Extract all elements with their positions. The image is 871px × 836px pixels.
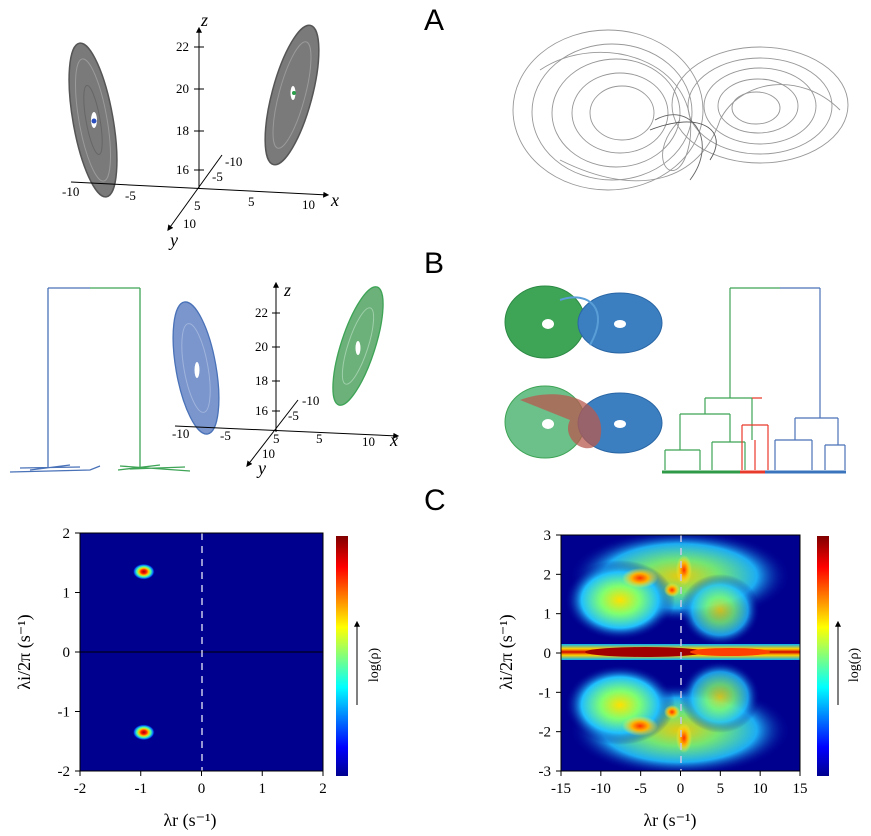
blue-cluster-3d	[172, 301, 220, 435]
x-tick-label: 10	[753, 781, 768, 797]
y-tick-label: 2	[544, 567, 552, 583]
panel-a-3d-plot: x z y -10 -5 5 10 -10 -5 5 10 16 18 20 2…	[62, 10, 339, 250]
y-tick-label: -2	[58, 764, 71, 780]
heatmap-peak	[132, 724, 155, 741]
a-y-tick: 5	[194, 198, 201, 213]
a-x-tick: -10	[62, 184, 79, 199]
panel-label-a: A	[424, 4, 445, 37]
a-z-tick: 18	[176, 123, 189, 138]
panel-b-butterfly-bottom	[504, 385, 663, 459]
b-z-tick: 20	[255, 339, 268, 354]
b-x-tick: 10	[362, 434, 375, 449]
y-tick-label: 0	[63, 645, 71, 661]
panel-a-lorenz-attractor	[512, 29, 849, 191]
x-tick-label: 1	[259, 781, 267, 797]
x-tick-label: -1	[135, 781, 148, 797]
a-x-tick: 5	[248, 194, 255, 209]
x-tick-label: -5	[634, 781, 647, 797]
x-tick-label: 15	[793, 781, 808, 797]
right-colorbar-label: log(ρ)	[847, 648, 862, 683]
x-tick-label: -15	[551, 781, 571, 797]
y-tick-label: -3	[539, 764, 552, 780]
panel-b-dendrogram-right	[662, 287, 846, 474]
b-z-tick: 22	[255, 305, 268, 320]
x-tick-label: 0	[198, 781, 206, 797]
right-ylabel: λi/2π (s⁻¹)	[496, 614, 517, 689]
panel-b-butterfly-top	[504, 285, 663, 359]
b-y-tick: -10	[302, 393, 319, 408]
b-y-axis-name: y	[256, 458, 266, 478]
a-x-tick: 10	[302, 197, 315, 212]
b-z-axis-name: z	[283, 280, 291, 300]
a-y-tick: -5	[212, 169, 223, 184]
y-tick-label: 3	[544, 528, 552, 544]
a-y-tick: 10	[183, 216, 196, 231]
y-tick-label: 1	[544, 607, 552, 623]
b-z-tick: 18	[255, 373, 268, 388]
y-tick-label: 0	[544, 646, 552, 662]
right-colorbar: log(ρ)	[817, 536, 862, 776]
green-cluster-3d	[332, 286, 384, 406]
panel-c-left-heatmap: -2 -1 0 1 2 2 1 0 -1 -2	[58, 526, 327, 797]
a-y-tick: -10	[225, 154, 242, 169]
right-cluster-gray	[264, 24, 320, 166]
left-colorbar-label: log(ρ)	[367, 648, 382, 683]
x-tick-label: -2	[74, 781, 87, 797]
b-y-tick: 5	[273, 431, 280, 446]
left-colorbar: log(ρ)	[336, 536, 382, 776]
a-z-axis-name: z	[200, 10, 208, 30]
b-z-tick: 16	[255, 403, 269, 418]
y-tick-label: -1	[539, 685, 552, 701]
b-x-axis-name: x	[389, 430, 398, 450]
a-x-tick: -5	[125, 188, 136, 203]
y-tick-label: -1	[58, 705, 71, 721]
b-y-tick: 10	[262, 446, 275, 461]
b-x-tick: 5	[316, 431, 323, 446]
x-tick-label: 2	[319, 781, 327, 797]
right-xlabel: λr (s⁻¹)	[643, 810, 696, 831]
y-tick-label: -2	[539, 725, 552, 741]
left-ylabel: λi/2π (s⁻¹)	[14, 614, 35, 689]
panel-b-dendrogram-left	[9, 287, 191, 473]
b-y-tick: -5	[288, 408, 299, 423]
b-x-tick: -10	[172, 426, 189, 441]
b-x-tick: -5	[220, 428, 231, 443]
x-tick-label: -10	[591, 781, 611, 797]
a-z-tick: 20	[176, 81, 189, 96]
a-x-axis-name: x	[330, 190, 339, 210]
panel-label-c: C	[424, 484, 446, 517]
x-tick-label: 0	[677, 781, 685, 797]
heatmap-peak	[132, 563, 155, 580]
panel-b-3d-plot: x z y -10 -5 5 10 -10 -5 5 10 16 18 20 2…	[172, 280, 400, 478]
panel-label-b: B	[424, 247, 445, 280]
left-cluster-gray	[68, 42, 118, 198]
a-z-tick: 16	[176, 162, 190, 177]
a-z-tick: 22	[176, 39, 189, 54]
x-tick-label: 5	[717, 781, 725, 797]
a-y-axis-name: y	[168, 230, 178, 250]
left-xlabel: λr (s⁻¹)	[163, 810, 216, 831]
y-tick-label: 1	[63, 586, 71, 602]
y-tick-label: 2	[63, 526, 71, 542]
